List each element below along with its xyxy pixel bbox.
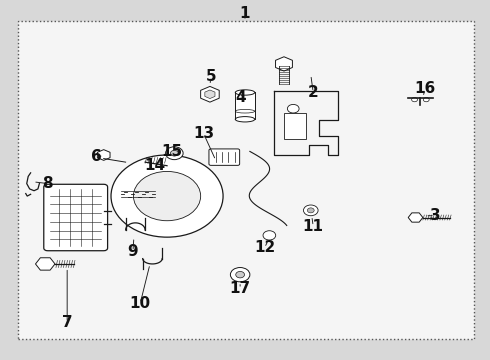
- Circle shape: [263, 231, 276, 240]
- Ellipse shape: [235, 90, 255, 95]
- FancyBboxPatch shape: [44, 184, 108, 251]
- Circle shape: [230, 267, 250, 282]
- Circle shape: [423, 98, 429, 102]
- Circle shape: [236, 271, 245, 278]
- Text: 8: 8: [42, 176, 53, 191]
- Text: 7: 7: [62, 315, 73, 330]
- Text: 13: 13: [193, 126, 214, 141]
- Circle shape: [307, 208, 314, 213]
- Text: 4: 4: [235, 90, 245, 105]
- Ellipse shape: [235, 109, 255, 113]
- FancyBboxPatch shape: [209, 149, 240, 165]
- Text: 12: 12: [254, 240, 275, 255]
- Text: 11: 11: [303, 219, 324, 234]
- Bar: [284, 113, 306, 139]
- Text: 2: 2: [308, 85, 319, 100]
- Circle shape: [171, 150, 178, 156]
- Ellipse shape: [235, 117, 255, 122]
- Text: 16: 16: [415, 81, 436, 96]
- Circle shape: [288, 104, 299, 113]
- Circle shape: [166, 147, 183, 159]
- Text: 14: 14: [144, 158, 166, 173]
- Bar: [19, 21, 474, 339]
- Circle shape: [412, 98, 417, 102]
- Text: 3: 3: [430, 208, 441, 223]
- Circle shape: [288, 122, 299, 130]
- Text: 9: 9: [127, 244, 138, 259]
- Bar: [235, 93, 255, 119]
- Circle shape: [111, 155, 223, 237]
- Text: 10: 10: [130, 296, 151, 311]
- Circle shape: [303, 205, 318, 216]
- Text: 1: 1: [240, 6, 250, 21]
- Text: 6: 6: [91, 149, 102, 164]
- Text: 5: 5: [206, 69, 216, 84]
- Circle shape: [133, 171, 201, 221]
- Text: 15: 15: [161, 144, 182, 159]
- Text: 17: 17: [230, 282, 251, 296]
